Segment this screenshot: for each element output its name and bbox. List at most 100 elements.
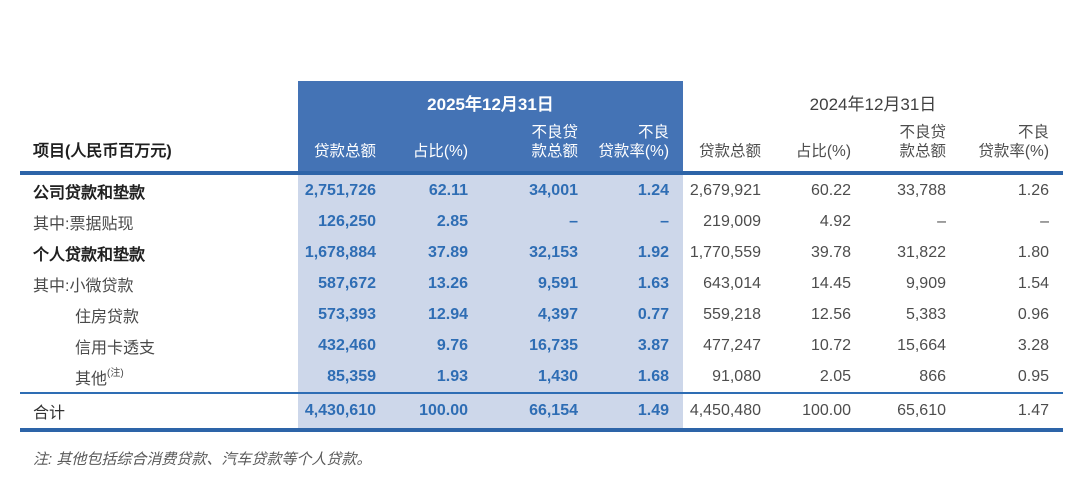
value-cell-2024: 100.00 — [802, 402, 851, 419]
table-row: 个人贷款和垫款 1,678,884 37.89 32,153 1.92 1,770,559… — [20, 237, 1063, 268]
value-cell-2025: 85,359 — [327, 367, 376, 385]
value-cell-2025: 1,430 — [537, 367, 578, 385]
value-cell-2024: 1,770,559 — [689, 243, 761, 261]
row-label: 合计 — [33, 405, 66, 422]
value-cell-2025: 66,154 — [529, 402, 578, 419]
value-cell-2024: 2,679,921 — [689, 181, 761, 199]
value-cell-2024: 4,450,480 — [689, 402, 761, 419]
value-cell-2025: 100.00 — [419, 402, 468, 419]
value-cell-2024: 9,909 — [905, 274, 946, 292]
table-total-row: 合计 4,430,610 100.00 66,154 1.49 4,450,480 100.… — [20, 394, 1063, 428]
row-label: 个人贷款和垫款 — [33, 246, 146, 264]
value-cell-2025: 1.92 — [637, 243, 669, 261]
period-title-2024: 2024年12月31日 — [809, 94, 937, 114]
value-cell-2025: 573,393 — [318, 305, 376, 323]
value-cell-2025: 9.76 — [436, 336, 468, 354]
value-cell-2024: 2.05 — [819, 367, 851, 385]
value-cell-2024: 65,610 — [897, 402, 946, 419]
value-cell-2024: 91,080 — [712, 367, 761, 385]
value-cell-2025: 1.24 — [637, 181, 669, 199]
value-cell-2025: 4,430,610 — [304, 402, 376, 419]
loan-quality-table: 2025年12月31日 2024年12月31日 项目(人民币百万元) 贷款总额 … — [20, 81, 1063, 469]
value-cell-2024: 33,788 — [897, 181, 946, 199]
value-cell-2025: 0.77 — [637, 305, 669, 323]
row-label: 信用卡透支 — [75, 339, 156, 357]
value-cell-2025: 587,672 — [318, 274, 376, 292]
value-cell-2024: 1.80 — [1017, 243, 1049, 261]
value-cell-2025: 16,735 — [529, 336, 578, 354]
value-cell-2024: 0.96 — [1017, 305, 1049, 323]
row-label: 其他(注) — [75, 368, 124, 388]
column-highlight-2025 — [298, 175, 683, 428]
bottom-rule — [20, 428, 1063, 432]
value-cell-2025: 62.11 — [428, 181, 468, 199]
column-header-npl-ratio-2025: 不良 贷款率(%) — [598, 124, 669, 161]
value-cell-2025: 34,001 — [529, 181, 578, 199]
table-row: 公司贷款和垫款 2,751,726 62.11 34,001 1.24 2,679,921… — [20, 175, 1063, 206]
value-cell-2024: 14.45 — [810, 274, 851, 292]
row-label: 其中:票据贴现 — [33, 215, 134, 233]
value-cell-2024: 643,014 — [703, 274, 761, 292]
table-row: 信用卡透支 432,460 9.76 16,735 3.87 477,247 10.72 15… — [20, 330, 1063, 361]
value-cell-2024: 219,009 — [703, 212, 761, 230]
value-cell-2024: 39.78 — [810, 243, 851, 261]
row-label: 其中:小微贷款 — [33, 277, 134, 295]
value-cell-2025: 13.26 — [427, 274, 468, 292]
value-cell-2025: 2.85 — [436, 212, 468, 230]
value-cell-2024: 12.56 — [810, 305, 851, 323]
value-cell-2024: 1.47 — [1017, 402, 1049, 419]
value-cell-2025: 432,460 — [318, 336, 376, 354]
value-cell-2024: 866 — [919, 367, 946, 385]
value-cell-2025: 1,678,884 — [304, 243, 376, 261]
column-header-share-2024: 占比(%) — [795, 143, 851, 161]
row-label: 公司贷款和垫款 — [33, 184, 146, 202]
value-cell-2025: 1.49 — [637, 402, 669, 419]
column-header-npl-total-2024: 不良贷 款总额 — [899, 124, 946, 161]
value-cell-2024: 477,247 — [703, 336, 761, 354]
column-header-share-2025: 占比(%) — [412, 143, 468, 161]
column-header-loans-total-2024: 贷款总额 — [698, 143, 761, 161]
value-cell-2024: 5,383 — [905, 305, 946, 323]
column-header-row: 项目(人民币百万元) 贷款总额 占比(%) 不良贷 款总额 不良 贷款率(%) … — [20, 115, 1063, 171]
items-column-header: 项目(人民币百万元) — [33, 143, 172, 161]
row-label: 住房贷款 — [75, 308, 140, 326]
header-rule — [20, 171, 1063, 175]
value-cell-2025: 37.89 — [427, 243, 468, 261]
value-cell-2025: 3.87 — [637, 336, 669, 354]
table-header: 2025年12月31日 2024年12月31日 项目(人民币百万元) 贷款总额 … — [20, 81, 1063, 171]
value-cell-2025: 126,250 — [318, 212, 376, 230]
value-cell-2024: 4.92 — [819, 212, 851, 230]
value-cell-2025: 4,397 — [537, 305, 578, 323]
value-cell-2024: 1.26 — [1017, 181, 1049, 199]
value-cell-2024: 0.95 — [1017, 367, 1049, 385]
period-title-row: 2025年12月31日 2024年12月31日 — [20, 81, 1063, 115]
value-cell-2025: – — [660, 212, 669, 230]
value-cell-2024: – — [1040, 212, 1049, 230]
value-cell-2025: 9,591 — [537, 274, 578, 292]
value-cell-2025: 12.94 — [427, 305, 468, 323]
value-cell-2025: 2,751,726 — [304, 181, 376, 199]
total-row-separator-rule — [20, 392, 1063, 394]
value-cell-2024: 559,218 — [703, 305, 761, 323]
table-row: 住房贷款 573,393 12.94 4,397 0.77 559,218 12.56 5,3… — [20, 299, 1063, 330]
table-row: 其他(注) 85,359 1.93 1,430 1.68 91,080 2.05 866 0.9… — [20, 361, 1063, 392]
footnote: 注: 其他包括综合消费贷款、汽车贷款等个人贷款。 — [33, 451, 372, 468]
value-cell-2024: 10.72 — [810, 336, 851, 354]
value-cell-2025: 1.93 — [436, 367, 468, 385]
footnote-marker: (注) — [107, 368, 124, 380]
table-body: 公司贷款和垫款 2,751,726 62.11 34,001 1.24 2,679,921… — [20, 175, 1063, 428]
table-row: 其中:票据贴现 126,250 2.85 – – 219,009 4.92 – – — [20, 206, 1063, 237]
value-cell-2025: 1.63 — [637, 274, 669, 292]
value-cell-2025: 32,153 — [529, 243, 578, 261]
table-row: 其中:小微贷款 587,672 13.26 9,591 1.63 643,014 14.45… — [20, 268, 1063, 299]
value-cell-2024: – — [937, 212, 946, 230]
value-cell-2024: 1.54 — [1017, 274, 1049, 292]
period-title-2025: 2025年12月31日 — [427, 94, 554, 114]
column-header-npl-total-2025: 不良贷 款总额 — [531, 124, 578, 161]
column-header-npl-ratio-2024: 不良 贷款率(%) — [978, 124, 1049, 161]
value-cell-2024: 31,822 — [897, 243, 946, 261]
value-cell-2024: 3.28 — [1017, 336, 1049, 354]
value-cell-2024: 60.22 — [810, 181, 851, 199]
value-cell-2025: – — [569, 212, 578, 230]
value-cell-2024: 15,664 — [897, 336, 946, 354]
